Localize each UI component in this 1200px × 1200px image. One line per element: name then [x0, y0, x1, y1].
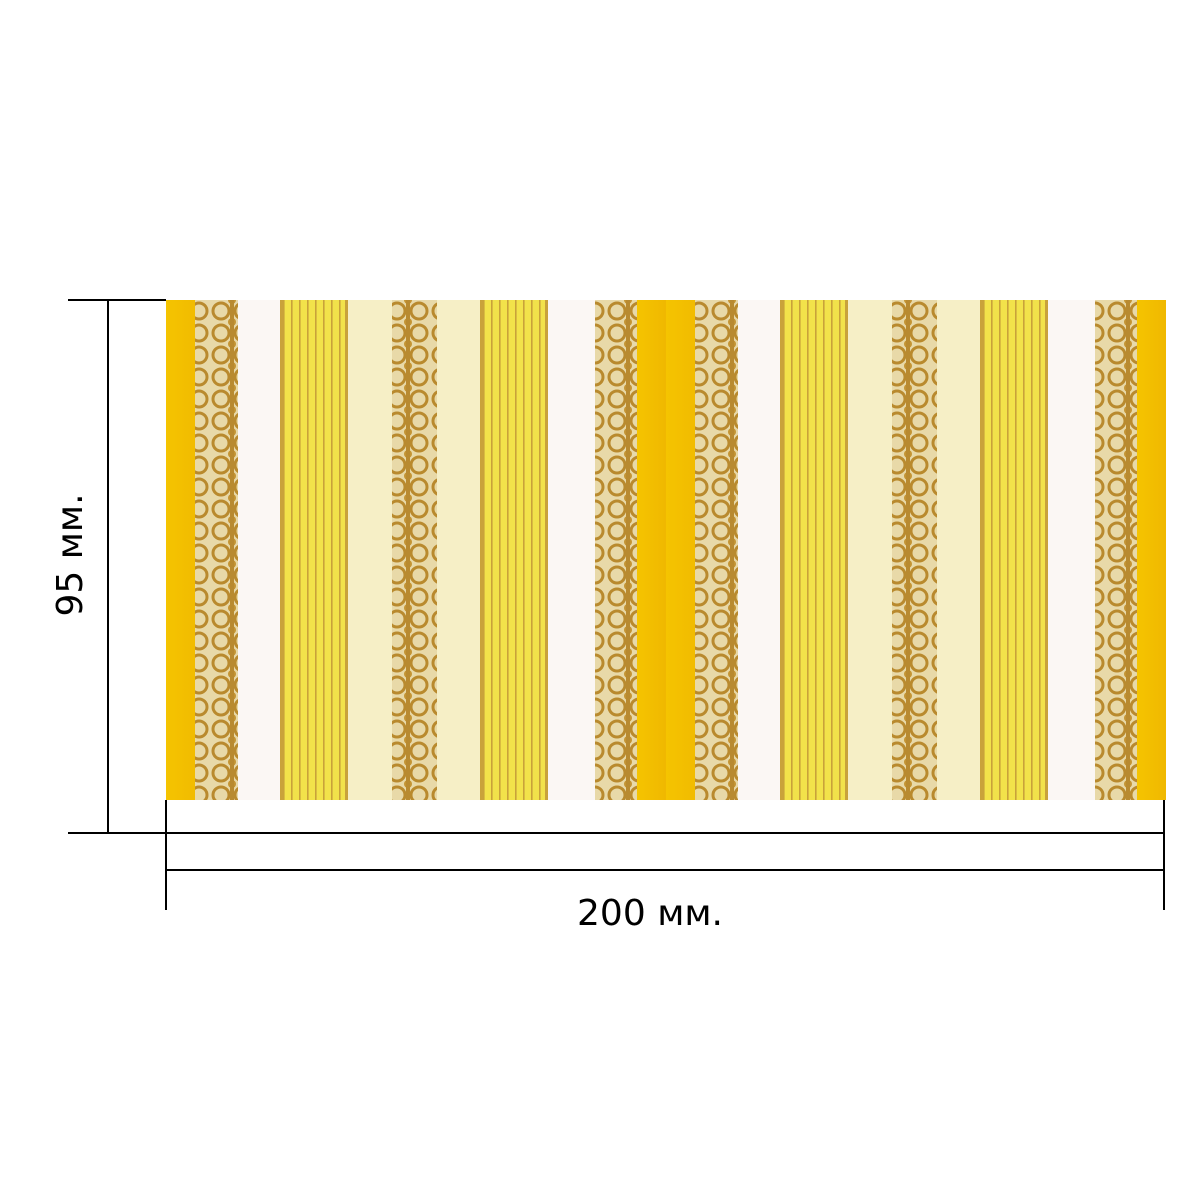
- product-image: [166, 300, 1166, 800]
- dimension-lines: [68, 299, 1165, 910]
- height-label: 95 мм.: [50, 493, 91, 616]
- width-label: 200 мм.: [577, 893, 723, 934]
